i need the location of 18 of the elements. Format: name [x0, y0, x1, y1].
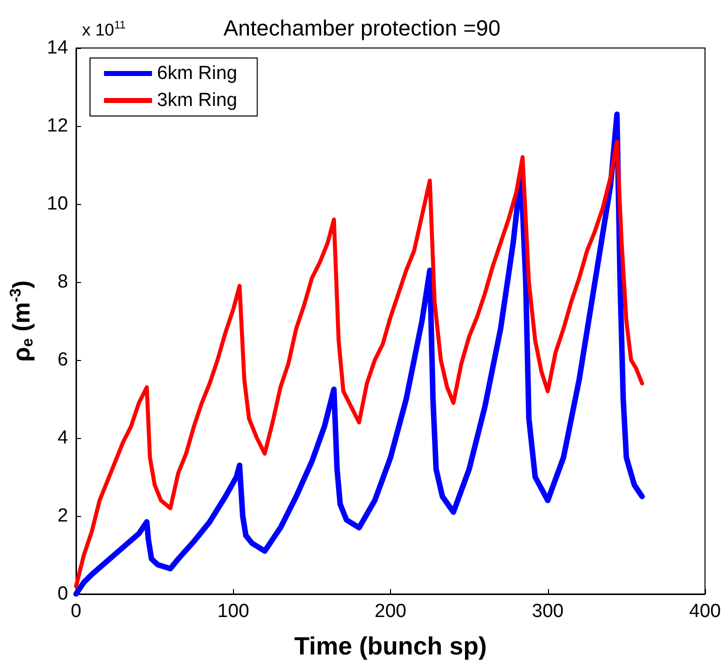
x-tick-label: 300 — [532, 601, 564, 622]
y-tick-label: 0 — [57, 584, 68, 604]
x-tick-label: 100 — [217, 601, 250, 622]
y-tick-label: 14 — [46, 38, 68, 58]
x-tick-label: 400 — [689, 601, 721, 622]
chart-title: Antechamber protection =90 — [223, 16, 501, 40]
legend-label: 3km Ring — [157, 90, 238, 111]
legend-label: 6km Ring — [157, 63, 238, 84]
y-tick-label: 12 — [46, 116, 68, 136]
y-tick-label: 2 — [57, 506, 68, 526]
y-tick-label: 8 — [57, 272, 68, 292]
x-tick-label: 0 — [70, 601, 82, 622]
y-tick-label: 6 — [57, 350, 68, 370]
x-tick-label: 200 — [374, 601, 406, 622]
y-tick-label: 4 — [57, 428, 68, 448]
x-axis-title: Time (bunch sp) — [294, 632, 487, 660]
y-axis-title: ρe (m-3) — [8, 280, 36, 362]
y-tick-label: 10 — [46, 194, 68, 214]
